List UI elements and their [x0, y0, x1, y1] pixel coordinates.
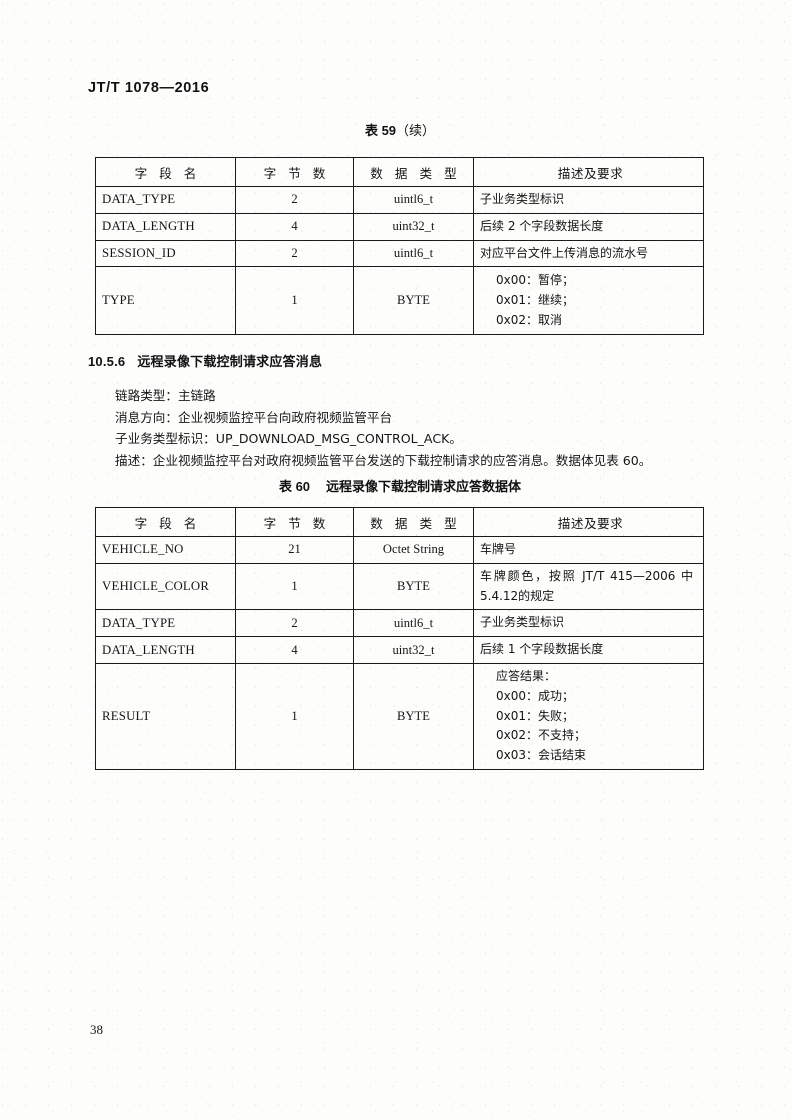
- cell-bytes: 2: [235, 609, 354, 638]
- table60-caption: 表 60 远程录像下载控制请求应答数据体: [95, 476, 705, 495]
- table59-caption: 表 59（续）: [95, 120, 705, 139]
- table-row: VEHICLE_NO 21 Octet String 车牌号: [95, 536, 704, 564]
- cell-type: uintl6_t: [353, 186, 474, 214]
- desc-line: 后续 2 个字段数据长度: [480, 218, 604, 233]
- table-row: DATA_LENGTH 4 uint32_t 后续 2 个字段数据长度: [95, 212, 704, 241]
- table60-header-bytes: 字 节 数: [235, 507, 354, 537]
- cell-bytes: 1: [235, 662, 354, 770]
- table59: 字 段 名 字 节 数 数 据 类 型 描述及要求 DATA_TYPE 2 ui…: [95, 157, 704, 336]
- table-row: VEHICLE_COLOR 1 BYTE 车牌颜色，按照 JT/T 415—20…: [95, 562, 704, 611]
- cell-desc: 后续 2 个字段数据长度: [473, 212, 704, 241]
- cell-type: uint32_t: [353, 212, 474, 241]
- cell-bytes: 2: [235, 186, 354, 214]
- cell-bytes: 1: [235, 562, 354, 611]
- cell-field: RESULT: [95, 662, 236, 770]
- cell-type: BYTE: [353, 266, 474, 336]
- desc-line: 子业务类型标识: [480, 192, 565, 206]
- section-number: 10.5.6: [88, 354, 126, 369]
- cell-type: uint32_t: [353, 636, 474, 664]
- section-heading: 10.5.6 远程录像下载控制请求应答消息: [88, 351, 322, 370]
- body-line-link-type: 链路类型：主链路: [115, 388, 216, 403]
- cell-field: VEHICLE_NO: [95, 536, 236, 564]
- table60-caption-number: 表 60: [278, 479, 311, 494]
- desc-line: 0x02：不支持；: [496, 728, 587, 743]
- table59-header-desc: 描述及要求: [473, 157, 704, 187]
- cell-type: Octet String: [353, 536, 474, 564]
- body-line-direction: 消息方向：企业视频监控平台向政府视频监管平台: [115, 409, 393, 425]
- standard-code-header: JT/T 1078—2016: [88, 80, 210, 96]
- desc-line: 后续 1 个字段数据长度: [480, 642, 604, 657]
- cell-desc: 子业务类型标识: [473, 186, 704, 214]
- table59-grid: 字 段 名 字 节 数 数 据 类 型 描述及要求 DATA_TYPE 2 ui…: [95, 157, 704, 336]
- table-row: DATA_TYPE 2 uintl6_t 子业务类型标识: [95, 186, 704, 214]
- cell-bytes: 4: [235, 636, 354, 664]
- table59-caption-continued: （续）: [396, 123, 436, 138]
- desc-line: 0x01：继续；: [496, 292, 575, 307]
- table60-header-desc: 描述及要求: [473, 507, 704, 537]
- cell-desc: 子业务类型标识: [473, 609, 704, 638]
- table60-header-field: 字 段 名: [95, 507, 236, 537]
- table-row: DATA_LENGTH 4 uint32_t 后续 1 个字段数据长度: [95, 636, 704, 664]
- body-line-subtype-id: 子业务类型标识：UP_DOWNLOAD_MSG_CONTROL_ACK。: [115, 431, 462, 447]
- table60-grid: 字 段 名 字 节 数 数 据 类 型 描述及要求 VEHICLE_NO 21 …: [95, 507, 704, 770]
- cell-field: DATA_TYPE: [95, 186, 236, 214]
- page-number: 38: [90, 1022, 103, 1037]
- desc-line: 0x02：取消: [496, 312, 563, 327]
- cell-desc: 后续 1 个字段数据长度: [473, 636, 704, 664]
- cell-bytes: 2: [235, 239, 354, 268]
- cell-desc: 车牌号: [473, 536, 704, 564]
- cell-field: DATA_TYPE: [95, 609, 236, 638]
- table59-header-row: 字 段 名 字 节 数 数 据 类 型 描述及要求: [95, 157, 704, 187]
- cell-field: VEHICLE_COLOR: [95, 562, 236, 611]
- desc-line: 0x03：会话结束: [496, 748, 587, 763]
- cell-desc: 对应平台文件上传消息的流水号: [473, 239, 704, 268]
- desc-line: 车牌号: [480, 542, 517, 556]
- cell-field: DATA_LENGTH: [95, 636, 236, 664]
- table60-caption-title: 远程录像下载控制请求应答数据体: [326, 479, 522, 494]
- desc-line: 0x00：成功；: [496, 688, 575, 703]
- table60-header-type: 数 据 类 型: [353, 507, 474, 537]
- desc-line: 0x00：暂停；: [496, 273, 575, 288]
- body-line-description: 描述：企业视频监控平台对政府视频监管平台发送的下载控制请求的应答消息。数据体见表…: [115, 452, 652, 468]
- table-row: SESSION_ID 2 uintl6_t 对应平台文件上传消息的流水号: [95, 239, 704, 268]
- cell-bytes: 1: [235, 266, 354, 336]
- table59-header-type: 数 据 类 型: [353, 157, 474, 187]
- cell-desc: 应答结果： 0x00：成功； 0x01：失败； 0x02：不支持； 0x03：会…: [473, 662, 704, 770]
- section-body: 链路类型：主链路 消息方向：企业视频监控平台向政府视频监管平台 子业务类型标识：…: [115, 385, 715, 472]
- table59-header-field: 字 段 名: [95, 157, 236, 187]
- cell-type: BYTE: [353, 662, 474, 770]
- cell-type: BYTE: [353, 562, 474, 611]
- cell-field: TYPE: [95, 266, 236, 336]
- desc-line: 车牌颜色，按照 JT/T 415—2006 中: [480, 568, 693, 583]
- cell-type: uintl6_t: [353, 239, 474, 268]
- cell-bytes: 21: [235, 536, 354, 564]
- desc-line: 应答结果：: [496, 668, 557, 683]
- cell-desc: 车牌颜色，按照 JT/T 415—2006 中 5.4.12的规定: [473, 562, 704, 611]
- table-row: TYPE 1 BYTE 0x00：暂停； 0x01：继续； 0x02：取消: [95, 266, 704, 336]
- table-row: RESULT 1 BYTE 应答结果： 0x00：成功； 0x01：失败； 0x…: [95, 662, 704, 770]
- desc-line: 子业务类型标识: [480, 615, 565, 630]
- cell-desc: 0x00：暂停； 0x01：继续； 0x02：取消: [473, 266, 704, 336]
- desc-line: 0x01：失败；: [496, 708, 575, 723]
- table-row: DATA_TYPE 2 uintl6_t 子业务类型标识: [95, 609, 704, 638]
- table60: 字 段 名 字 节 数 数 据 类 型 描述及要求 VEHICLE_NO 21 …: [95, 507, 704, 770]
- desc-line: 对应平台文件上传消息的流水号: [480, 245, 649, 260]
- cell-field: SESSION_ID: [95, 239, 236, 268]
- section-title: 远程录像下载控制请求应答消息: [137, 354, 323, 369]
- cell-field: DATA_LENGTH: [95, 212, 236, 241]
- desc-line: 5.4.12的规定: [480, 588, 555, 603]
- cell-type: uintl6_t: [353, 609, 474, 638]
- table59-caption-number: 表 59: [364, 123, 397, 138]
- table60-header-row: 字 段 名 字 节 数 数 据 类 型 描述及要求: [95, 507, 704, 537]
- table59-header-bytes: 字 节 数: [235, 157, 354, 187]
- cell-bytes: 4: [235, 212, 354, 241]
